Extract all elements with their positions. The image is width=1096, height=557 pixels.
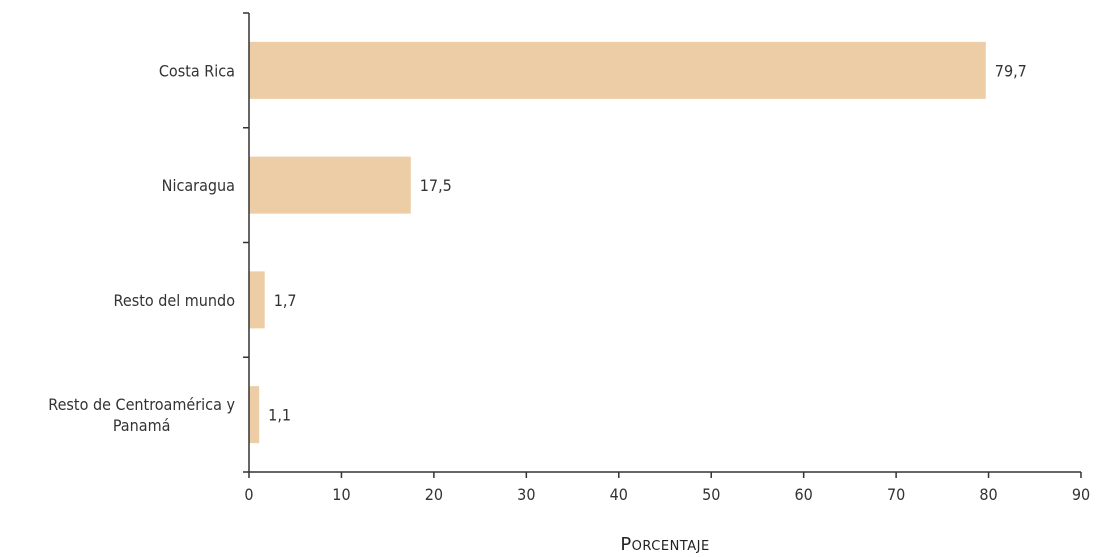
bar bbox=[249, 41, 986, 99]
category-labels-layer: Costa Rica Nicaragua Resto del mundo Resto … bbox=[48, 61, 235, 435]
bar bbox=[249, 156, 411, 214]
x-tick-label: 10 bbox=[332, 485, 350, 504]
data-label: 79,7 bbox=[995, 61, 1027, 80]
x-axis-title: Porcentaje bbox=[620, 534, 709, 555]
x-tick-label: 70 bbox=[887, 485, 905, 504]
x-tick-label: 90 bbox=[1072, 485, 1090, 504]
x-tick-label: 0 bbox=[244, 485, 253, 504]
x-tick-label: 30 bbox=[517, 485, 535, 504]
data-label: 17,5 bbox=[420, 176, 452, 195]
category-label: Costa Rica bbox=[159, 61, 235, 80]
x-tick-label: 20 bbox=[425, 485, 443, 504]
value-labels-layer: 79,7 17,5 1,7 1,1 bbox=[268, 61, 1027, 424]
category-label: Resto de Centroamérica y Panamá bbox=[48, 395, 235, 435]
data-label: 1,1 bbox=[268, 406, 291, 425]
data-label: 1,7 bbox=[274, 291, 297, 310]
category-label: Nicaragua bbox=[162, 176, 235, 195]
bars-layer bbox=[249, 41, 986, 444]
x-tick-label: 50 bbox=[702, 485, 720, 504]
x-tick-label: 40 bbox=[610, 485, 628, 504]
category-label: Resto del mundo bbox=[114, 291, 236, 310]
x-tick-label: 80 bbox=[979, 485, 997, 504]
x-tick-label: 60 bbox=[795, 485, 813, 504]
y-axis-ticks bbox=[243, 12, 249, 473]
bar bbox=[249, 271, 265, 329]
x-axis-ticks: 0 10 20 30 40 50 60 70 80 90 bbox=[244, 472, 1090, 504]
bar bbox=[249, 386, 260, 444]
